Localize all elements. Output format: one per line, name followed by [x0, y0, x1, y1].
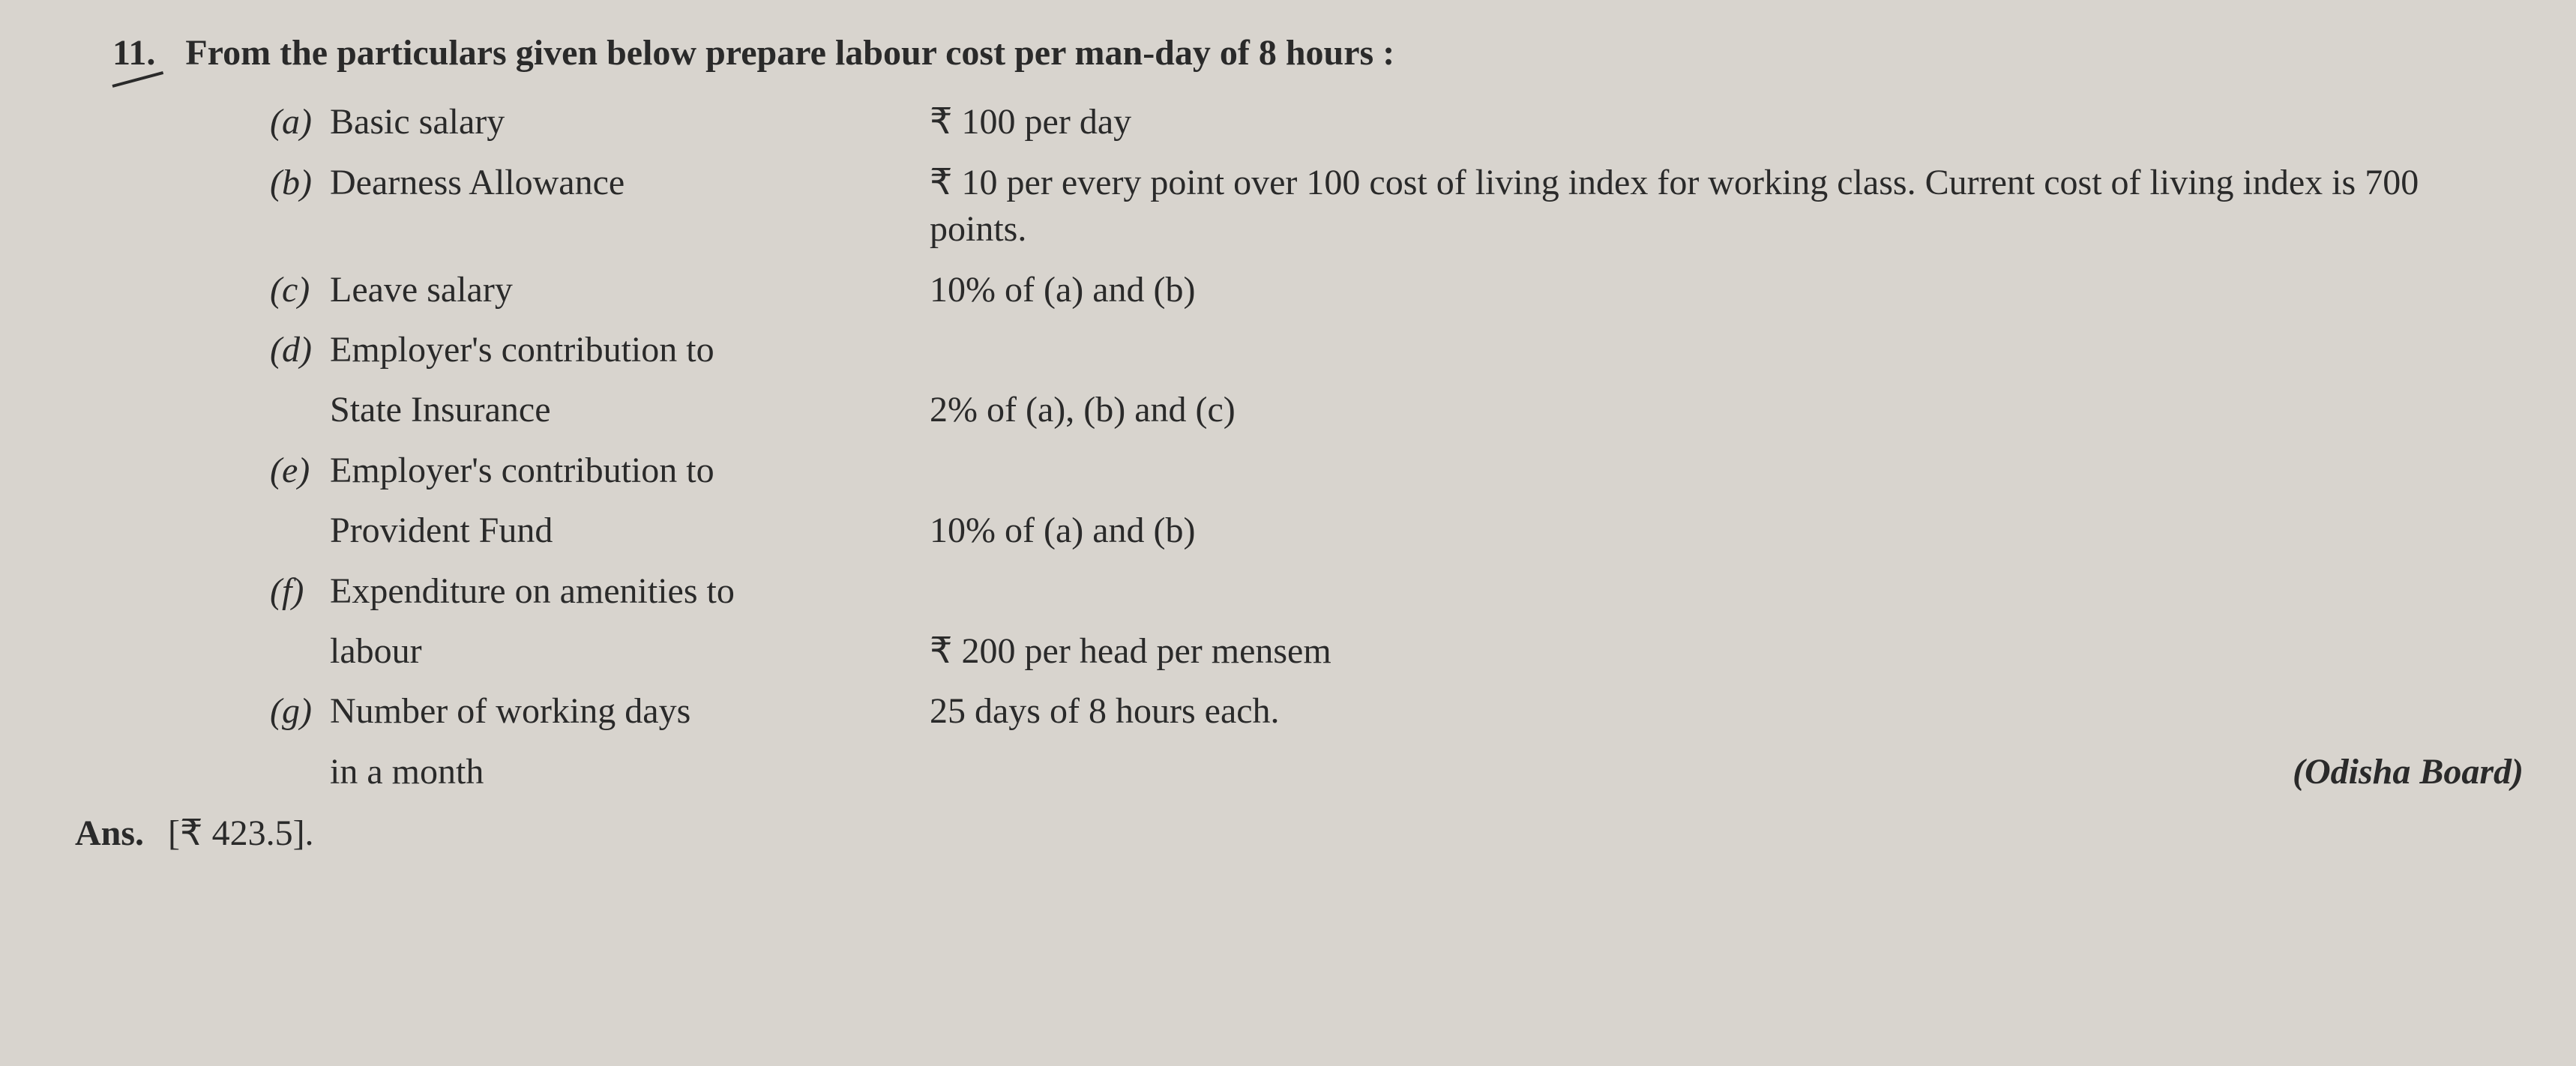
item-desc-line2: Provident Fund [330, 508, 930, 554]
item-row: (f) Expenditure on amenities to [270, 568, 2524, 615]
last-line-row: in a month (Odisha Board) [52, 749, 2524, 795]
item-desc: Number of working days [330, 688, 930, 735]
item-label: (g) [270, 688, 330, 735]
item-desc: Expenditure on amenities to [330, 568, 930, 615]
item-label: (e) [270, 448, 330, 494]
board-name: (Odisha Board) [2293, 749, 2524, 795]
item-row-continuation: State Insurance 2% of (a), (b) and (c) [270, 387, 2524, 433]
item-row: (d) Employer's contribution to [270, 327, 2524, 373]
item-row-continuation: labour ₹ 200 per head per mensem [270, 628, 2524, 675]
item-value: ₹ 200 per head per mensem [930, 628, 2524, 675]
item-row: (c) Leave salary 10% of (a) and (b) [270, 267, 2524, 313]
answer-row: Ans. [₹ 423.5]. [52, 810, 2524, 857]
items-list: (a) Basic salary ₹ 100 per day (b) Dearn… [52, 99, 2524, 735]
answer-value: [₹ 423.5]. [168, 813, 314, 853]
item-value: 25 days of 8 hours each. [930, 688, 2524, 735]
item-value: 10% of (a) and (b) [930, 508, 2524, 554]
item-desc-line2: in a month [52, 749, 484, 795]
item-label: (f) [270, 568, 330, 615]
question-text: From the particulars given below prepare… [185, 30, 1394, 76]
item-desc-line2: State Insurance [330, 387, 930, 433]
item-desc: Dearness Allowance [330, 160, 930, 206]
item-desc-line2: labour [330, 628, 930, 675]
item-value: 10% of (a) and (b) [930, 267, 2524, 313]
item-desc: Leave salary [330, 267, 930, 313]
item-desc: Employer's contribution to [330, 327, 930, 373]
item-desc: Employer's contribution to [330, 448, 930, 494]
item-value: ₹ 10 per every point over 100 cost of li… [930, 160, 2524, 253]
answer-label: Ans. [75, 813, 144, 853]
item-row: (e) Employer's contribution to [270, 448, 2524, 494]
item-label: (b) [270, 160, 330, 206]
item-desc: Basic salary [330, 99, 930, 145]
item-row: (b) Dearness Allowance ₹ 10 per every po… [270, 160, 2524, 253]
question-header: 11. From the particulars given below pre… [52, 30, 2524, 76]
item-row: (a) Basic salary ₹ 100 per day [270, 99, 2524, 145]
answer-block: Ans. [₹ 423.5]. [75, 810, 314, 857]
item-value: 2% of (a), (b) and (c) [930, 387, 2524, 433]
item-row-continuation: Provident Fund 10% of (a) and (b) [270, 508, 2524, 554]
item-label: (d) [270, 327, 330, 373]
item-label: (c) [270, 267, 330, 313]
item-row: (g) Number of working days 25 days of 8 … [270, 688, 2524, 735]
question-number: 11. [52, 30, 155, 76]
item-value: ₹ 100 per day [930, 99, 2524, 145]
item-label: (a) [270, 99, 330, 145]
